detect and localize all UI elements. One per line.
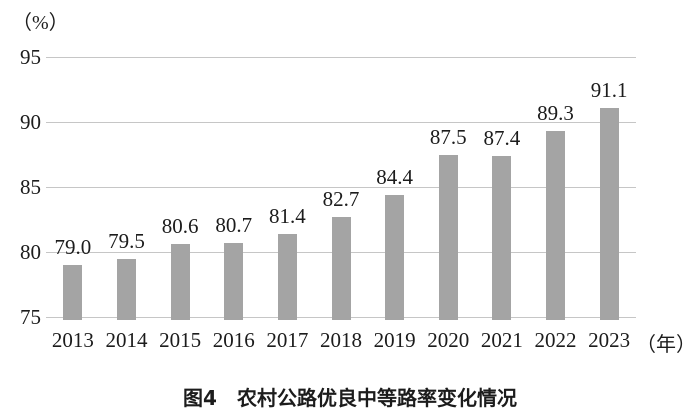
bar-value-label: 89.3 [537,101,574,126]
bar-value-label: 81.4 [268,203,306,228]
bar-value-label: 79.5 [108,228,145,253]
bar-2019 [385,194,405,320]
bar-value-label: 91.1 [590,77,628,102]
bar-value-label: 79.0 [54,235,92,259]
bar-2014 [116,258,136,320]
bar-value-label: 82.7 [322,186,360,211]
x-axis-tick-label: 2023 [588,328,631,352]
gridline-y-95 [46,57,636,58]
y-axis-tick-label: 90 [20,110,41,134]
x-axis-tick-label: 2019 [373,328,416,352]
bar-value-label: 80.6 [161,214,199,239]
x-axis-tick-label: 2021 [480,328,523,352]
gridline-y-85 [46,187,636,188]
bar-value-label: 84.4 [376,164,413,189]
x-axis-tick-label: 2014 [105,328,148,352]
figure-caption: 图4 农村公路优良中等路率变化情况 [183,386,517,410]
bar-2021 [492,155,512,320]
bar-2013 [63,265,83,320]
bar-value-label: 87.5 [429,124,467,149]
bar-2022 [546,131,566,320]
x-axis-tick-label: 2013 [51,328,94,352]
x-axis-tick-label: 2015 [159,328,202,352]
bar-2016 [224,242,244,320]
bar-2017 [277,233,297,320]
bar-2023 [599,107,619,320]
y-axis-tick-label: 80 [20,240,41,264]
x-axis-tick-label: 2018 [320,328,362,352]
bar-value-label: 80.7 [215,212,253,237]
bar-2015 [170,244,190,320]
x-axis-tick-label: 2017 [266,328,309,352]
y-axis-tick-label: 85 [20,175,41,199]
bar-2018 [331,216,351,320]
x-axis-tick-label: 2022 [534,328,577,352]
y-axis-unit-label: （%） [12,12,69,34]
bar-2020 [438,154,458,320]
y-axis-tick-label: 75 [20,305,41,329]
gridline-y-90 [46,122,636,123]
bar-value-label: 87.4 [483,125,521,150]
y-axis-tick-label: 95 [20,45,41,69]
x-axis-unit-label: （年） [636,334,696,356]
x-axis-tick-label: 2020 [427,328,470,352]
x-axis-tick-label: 2016 [212,328,255,352]
